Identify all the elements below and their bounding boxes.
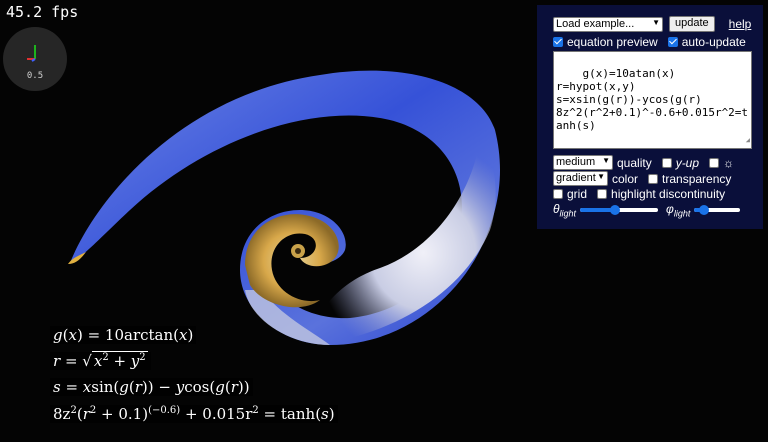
auto-update-checkbox[interactable] <box>667 37 678 47</box>
phi-light-slider[interactable] <box>694 205 741 216</box>
equation-line-3: s = xsin(g(r)) − ycos(g(r)) <box>50 378 253 396</box>
grid-row: grid highlight discontinuity <box>553 187 725 201</box>
theta-light-slider[interactable] <box>580 205 659 216</box>
light-sliders-row: θlight φlight <box>553 202 741 219</box>
slider-thumb[interactable] <box>699 205 710 216</box>
spiral-surface <box>70 70 500 346</box>
equation-line-1: g(x) = 10arctan(x) <box>50 326 197 344</box>
axis-scale-label: 0.5 <box>26 71 44 81</box>
quality-select[interactable]: medium ▼ <box>553 155 613 170</box>
axis-orientation-widget[interactable]: 0.5 <box>3 27 67 91</box>
y-up-label: y-up <box>675 155 700 170</box>
color-row: gradient ▼ color transparency <box>553 171 731 186</box>
spiral-core <box>245 214 339 308</box>
equation-line-4: 8z2(r2 + 0.1)(−0.6) + 0.015r2 = tanh(s) <box>50 405 338 423</box>
transparency-checkbox[interactable] <box>648 173 659 184</box>
theta-light-label: θlight <box>553 202 577 219</box>
color-label: color <box>612 171 639 186</box>
highlight-discontinuity-checkbox[interactable] <box>597 189 608 199</box>
highlight-discontinuity-label: highlight discontinuity <box>611 187 726 201</box>
resize-handle-icon[interactable]: ◢ <box>745 136 750 144</box>
spiral-tip <box>68 252 86 264</box>
spiral-inner-shading <box>245 290 330 345</box>
axes-icon <box>27 45 36 62</box>
sun-icon: ☼ <box>723 155 735 170</box>
quality-label: quality <box>617 155 652 170</box>
chevron-down-icon: ▼ <box>597 172 605 181</box>
slider-thumb[interactable] <box>610 205 621 216</box>
transparency-label: transparency <box>662 171 732 186</box>
y-up-checkbox[interactable] <box>661 157 672 168</box>
panel-top-row: Load example... ▼ update help <box>553 16 751 32</box>
load-example-select[interactable]: Load example... ▼ <box>553 16 663 32</box>
chevron-down-icon: ▼ <box>602 156 610 165</box>
preview-row: equation preview auto-update <box>553 35 746 49</box>
update-button[interactable]: update <box>669 16 715 32</box>
help-link[interactable]: help <box>728 17 752 31</box>
equation-line-2: r = √ x2 + y2 <box>50 351 151 370</box>
equation-preview-label: equation preview <box>567 35 658 49</box>
auto-update-label: auto-update <box>681 35 746 49</box>
grid-checkbox[interactable] <box>553 189 563 199</box>
equation-input[interactable]: g(x)=10atan(x) r=hypot(x,y) s=xsin(g(r))… <box>553 51 752 149</box>
chevron-down-icon: ▼ <box>652 17 660 27</box>
control-panel: Load example... ▼ update help equation p… <box>537 5 763 229</box>
color-mode-select[interactable]: gradient ▼ <box>553 171 608 186</box>
grid-label: grid <box>567 187 588 201</box>
light-toggle-checkbox[interactable] <box>709 157 720 168</box>
equation-preview-checkbox[interactable] <box>553 37 563 47</box>
phi-light-label: φlight <box>666 202 691 219</box>
spiral-shading <box>305 140 496 345</box>
quality-row: medium ▼ quality y-up ☼ <box>553 155 734 170</box>
fps-counter: 45.2 fps <box>6 3 79 21</box>
